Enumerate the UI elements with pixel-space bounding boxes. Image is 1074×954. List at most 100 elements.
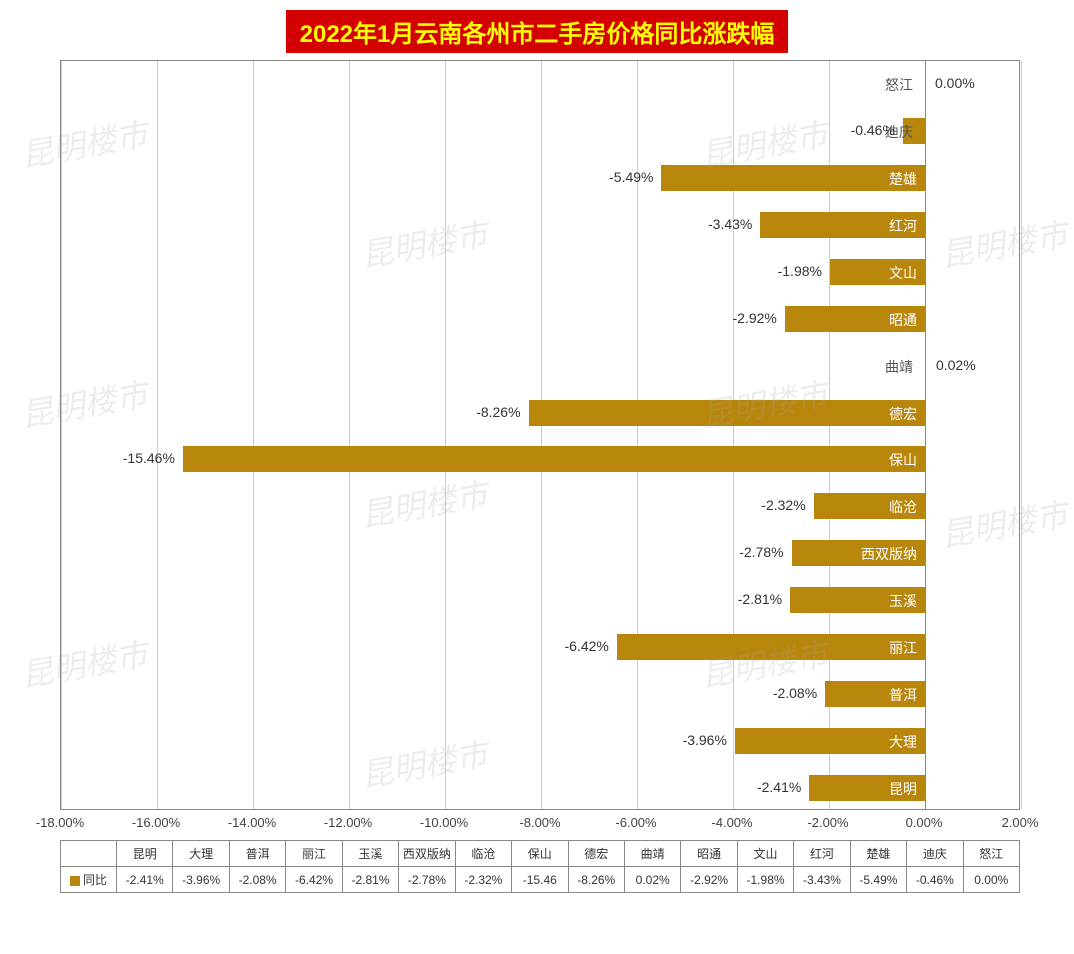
value-label: -6.42% (564, 638, 608, 654)
bar-row: 昭通 -2.92% (61, 295, 1019, 342)
bar (661, 165, 925, 191)
value-label: 0.02% (936, 357, 976, 373)
category-label: 文山 (889, 263, 917, 283)
table-cell: -2.81% (342, 867, 398, 893)
x-tick-label: -14.00% (228, 815, 276, 830)
bar-row: 曲靖 0.02% (61, 342, 1019, 389)
category-label: 临沧 (889, 497, 917, 517)
bar-row: 大理 -3.96% (61, 717, 1019, 764)
bar-row: 普洱 -2.08% (61, 670, 1019, 717)
table-column-header: 西双版纳 (399, 841, 455, 867)
table-cell: -2.41% (117, 867, 173, 893)
chart-title: 2022年1月云南各州市二手房价格同比涨跌幅 (286, 10, 789, 53)
table-column-header: 文山 (737, 841, 793, 867)
table-cell: -8.26% (568, 867, 624, 893)
value-label: -2.92% (732, 310, 776, 326)
table-cell: -2.78% (399, 867, 455, 893)
table-cell: -2.92% (681, 867, 737, 893)
category-label: 丽江 (889, 638, 917, 658)
value-label: -8.26% (476, 404, 520, 420)
bar-row: 文山 -1.98% (61, 249, 1019, 296)
table-cell: -2.32% (455, 867, 511, 893)
value-label: -2.08% (773, 685, 817, 701)
table-cell: -15.46 (512, 867, 568, 893)
x-axis-ticks: -18.00%-16.00%-14.00%-12.00%-10.00%-8.00… (60, 815, 1020, 835)
value-label: -2.41% (757, 779, 801, 795)
value-label: -3.43% (708, 216, 752, 232)
bar-row: 楚雄 -5.49% (61, 155, 1019, 202)
bar (529, 400, 925, 426)
table-cell: -0.46% (907, 867, 963, 893)
table-column-header: 普洱 (229, 841, 285, 867)
x-tick-label: -4.00% (711, 815, 752, 830)
table-column-header: 临沧 (455, 841, 511, 867)
category-label: 德宏 (889, 404, 917, 424)
x-tick-label: -8.00% (519, 815, 560, 830)
table-cell: -2.08% (229, 867, 285, 893)
category-label: 玉溪 (889, 591, 917, 611)
value-label: 0.00% (935, 75, 975, 91)
x-tick-label: -10.00% (420, 815, 468, 830)
value-label: -0.46% (851, 122, 895, 138)
x-tick-label: -16.00% (132, 815, 180, 830)
bar-row: 丽江 -6.42% (61, 624, 1019, 671)
table-cell: 0.02% (624, 867, 680, 893)
table-cell: -5.49% (850, 867, 906, 893)
table-column-header: 迪庆 (907, 841, 963, 867)
x-tick-label: -2.00% (807, 815, 848, 830)
table-column-header: 丽江 (286, 841, 342, 867)
bar-row: 怒江 0.00% (61, 61, 1019, 108)
table-cell: -3.96% (173, 867, 229, 893)
x-tick-label: -12.00% (324, 815, 372, 830)
x-tick-label: 2.00% (1002, 815, 1039, 830)
x-tick-label: 0.00% (906, 815, 943, 830)
bar-row: 保山 -15.46% (61, 436, 1019, 483)
table-column-header: 保山 (512, 841, 568, 867)
value-label: -3.96% (683, 732, 727, 748)
bar (617, 634, 925, 660)
category-label: 曲靖 (885, 357, 913, 377)
bar-row: 昆明 -2.41% (61, 764, 1019, 811)
bar (183, 446, 925, 472)
value-label: -5.49% (609, 169, 653, 185)
series-name: 同比 (83, 873, 107, 887)
bar-row: 迪庆-0.46% (61, 108, 1019, 155)
chart-container: 2022年1月云南各州市二手房价格同比涨跌幅 怒江0.00%迪庆-0.46%楚雄… (0, 0, 1074, 954)
category-label: 楚雄 (889, 169, 917, 189)
bar-row: 红河 -3.43% (61, 202, 1019, 249)
bar (925, 353, 926, 379)
value-label: -2.78% (739, 544, 783, 560)
category-label: 大理 (889, 732, 917, 752)
bar-row: 玉溪 -2.81% (61, 577, 1019, 624)
category-label: 昆明 (889, 779, 917, 799)
table-cell: -1.98% (737, 867, 793, 893)
table-corner (61, 841, 117, 867)
category-label: 普洱 (889, 685, 917, 705)
table-row-header: 同比 (61, 867, 117, 893)
table-column-header: 楚雄 (850, 841, 906, 867)
value-label: -15.46% (123, 450, 175, 466)
x-tick-label: -6.00% (615, 815, 656, 830)
table-cell: -3.43% (794, 867, 850, 893)
table-column-header: 玉溪 (342, 841, 398, 867)
data-table: 昆明大理普洱丽江玉溪西双版纳临沧保山德宏曲靖昭通文山红河楚雄迪庆怒江同比-2.4… (60, 840, 1020, 893)
category-label: 西双版纳 (861, 544, 917, 564)
category-label: 保山 (889, 450, 917, 470)
category-label: 红河 (889, 216, 917, 236)
title-wrap: 2022年1月云南各州市二手房价格同比涨跌幅 (0, 0, 1074, 53)
table-column-header: 昭通 (681, 841, 737, 867)
table-column-header: 曲靖 (624, 841, 680, 867)
bar-row: 西双版纳 -2.78% (61, 530, 1019, 577)
category-label: 昭通 (889, 310, 917, 330)
category-label: 怒江 (885, 75, 913, 95)
legend-swatch (70, 876, 80, 886)
table-cell: -6.42% (286, 867, 342, 893)
table-column-header: 德宏 (568, 841, 624, 867)
value-label: -1.98% (778, 263, 822, 279)
table-column-header: 红河 (794, 841, 850, 867)
x-tick-label: -18.00% (36, 815, 84, 830)
value-label: -2.32% (761, 497, 805, 513)
value-label: -2.81% (738, 591, 782, 607)
table-column-header: 大理 (173, 841, 229, 867)
table-cell: 0.00% (963, 867, 1019, 893)
